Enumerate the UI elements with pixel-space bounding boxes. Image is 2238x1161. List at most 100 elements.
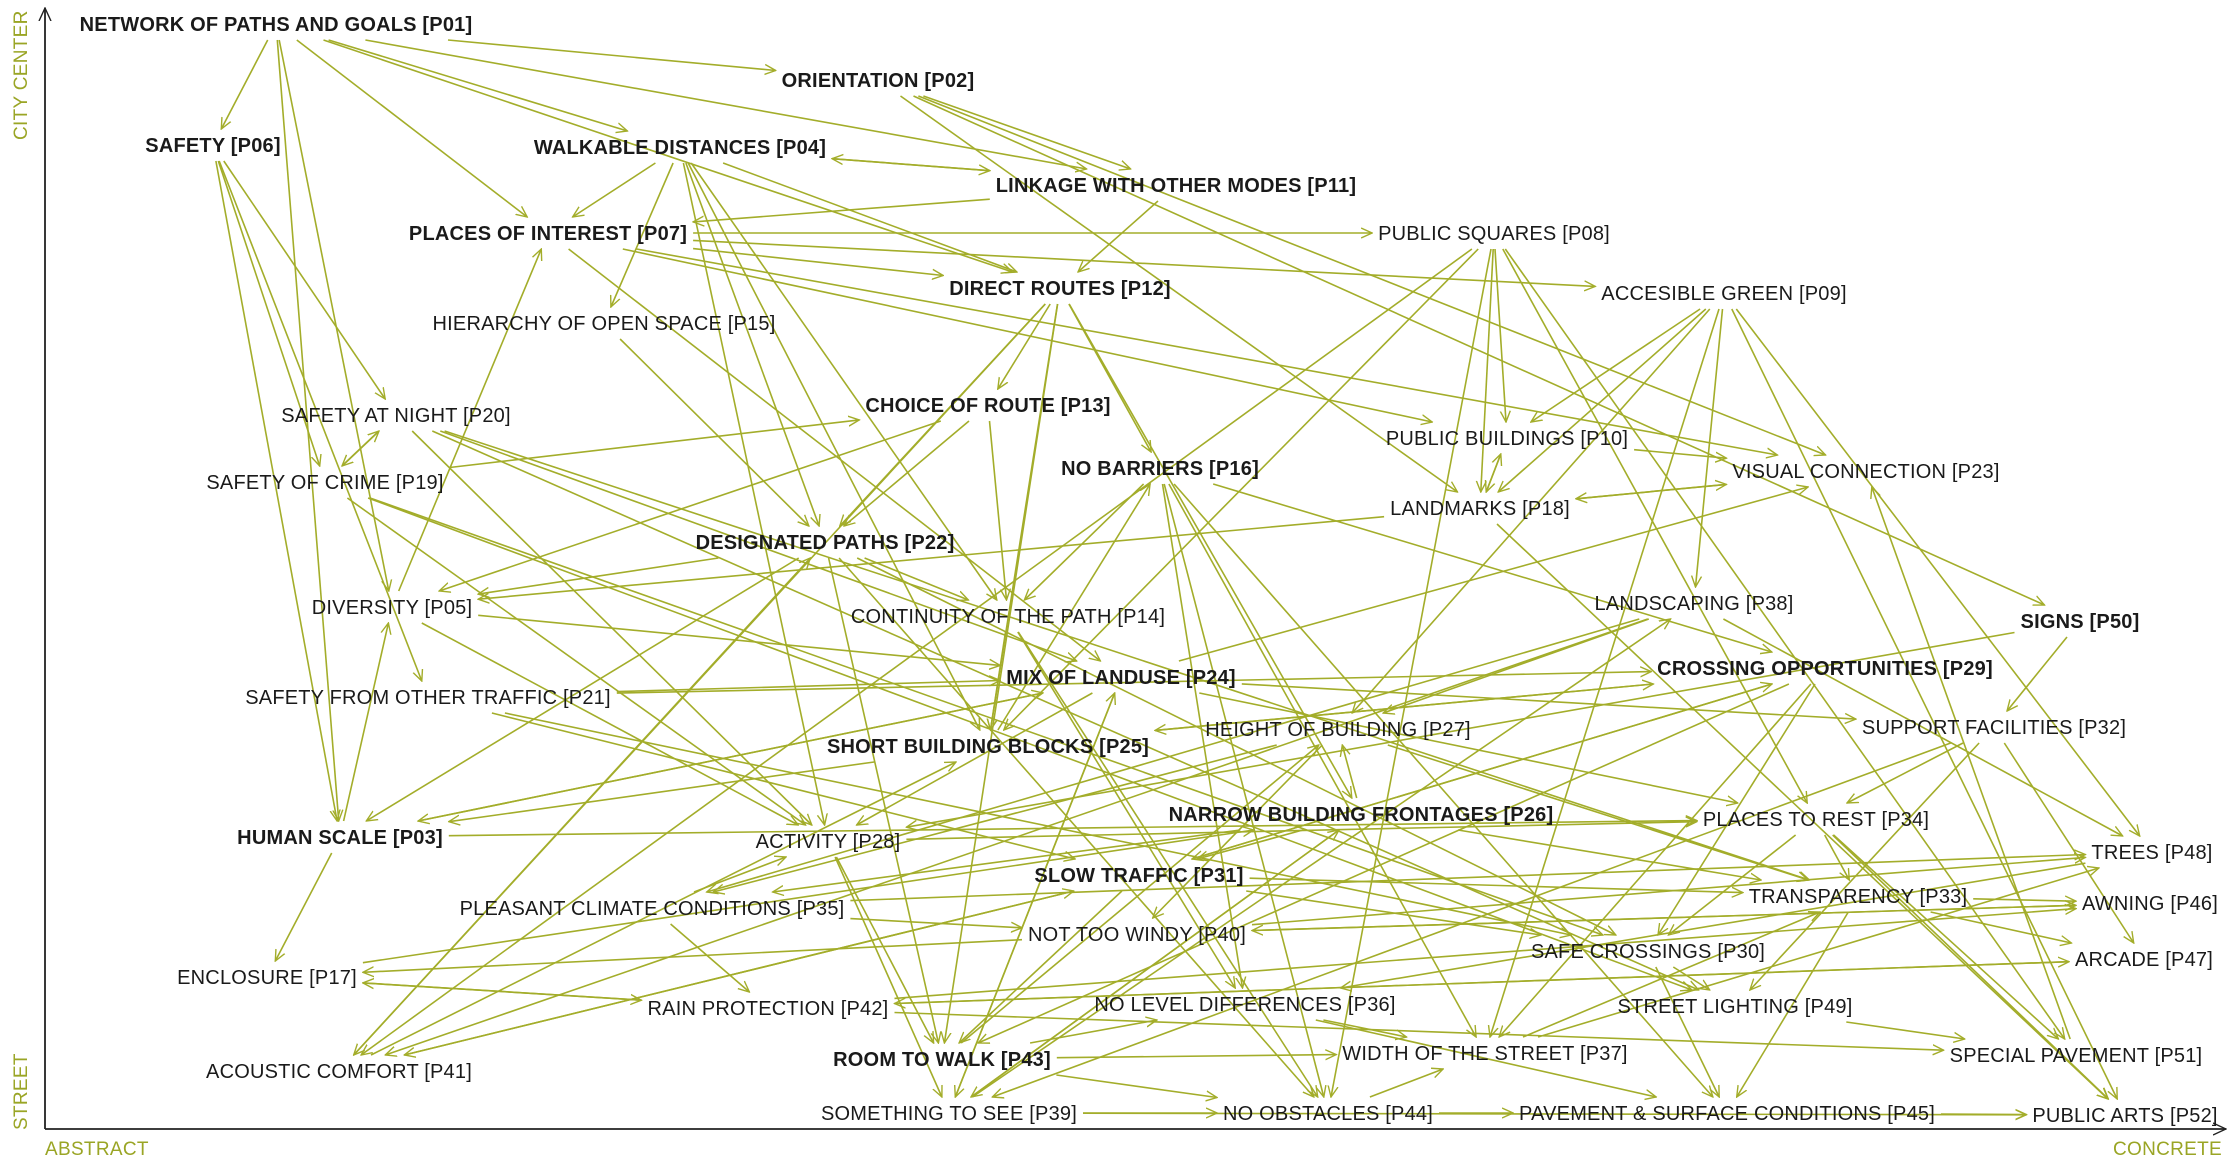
edge-p36-to-p37 xyxy=(1323,1019,1406,1037)
edge-p19-to-p13 xyxy=(449,420,860,469)
edge-p31-to-p33 xyxy=(1249,877,1743,892)
edge-p04-to-p14 xyxy=(690,162,997,600)
edge-p50-to-p28 xyxy=(906,631,2015,828)
edge-p29-to-p43 xyxy=(978,683,1790,1043)
edge-p11-to-p07 xyxy=(693,198,990,222)
node-p31: SLOW TRAFFIC [P31] xyxy=(1034,865,1243,887)
node-p21: SAFETY FROM OTHER TRAFFIC [P21] xyxy=(245,687,611,709)
edge-p50-to-p32 xyxy=(2007,636,2068,711)
edge-p32-to-p34 xyxy=(1847,742,1964,803)
node-p04: WALKABLE DISTANCES [P04] xyxy=(534,137,826,159)
edge-p34-to-p51 xyxy=(1833,834,2059,1039)
edge-p41-to-p31 xyxy=(404,891,1073,1056)
node-p19: SAFETY OF CRIME [P19] xyxy=(206,472,443,494)
edge-p41-to-p25 xyxy=(370,762,956,1056)
node-p10: PUBLIC BUILDINGS [P10] xyxy=(1386,428,1628,450)
edge-p24-to-p34 xyxy=(1199,692,1737,803)
edge-p15-to-p22 xyxy=(619,338,809,526)
edge-p08-to-p18 xyxy=(1481,248,1494,492)
edge-p12-to-p13 xyxy=(998,303,1051,389)
x-axis-right-label: CONCRETE xyxy=(2113,1139,2222,1160)
edge-p24-to-p23 xyxy=(1178,487,1808,662)
edge-p09-to-p18 xyxy=(1498,308,1707,492)
edge-p04-to-p28 xyxy=(682,162,824,825)
edge-p43-to-p27 xyxy=(960,745,1319,1044)
node-p09: ACCESIBLE GREEN [P09] xyxy=(1601,283,1846,305)
y-axis-bottom-label: STREET xyxy=(11,1053,32,1130)
node-p38: LANDSCAPING [P38] xyxy=(1594,593,1793,615)
node-p24: MIX OF LANDUSE [P24] xyxy=(1006,667,1236,689)
edge-p24-to-p28 xyxy=(857,692,1093,825)
edge-p05-to-p07 xyxy=(397,249,542,592)
edge-p07-to-p10 xyxy=(622,248,1432,422)
edge-p19-to-p28 xyxy=(346,497,805,825)
x-axis-left-label: ABSTRACT xyxy=(45,1139,149,1160)
edge-p19-to-p20 xyxy=(341,431,379,467)
node-p39: SOMETHING TO SEE [P39] xyxy=(821,1103,1077,1125)
edge-p48-to-p36 xyxy=(1341,862,2086,988)
edge-p07-to-p24 xyxy=(568,248,1101,661)
edge-p16-to-p14 xyxy=(1024,483,1145,600)
edge-p16-to-p37 xyxy=(1168,483,1476,1037)
edge-p23-to-p18 xyxy=(1576,483,1727,498)
edge-p32-to-p47 xyxy=(2003,742,2133,943)
edge-p36-to-p45 xyxy=(1315,1019,1656,1097)
node-p26: NARROW BUILDING FRONTAGES [P26] xyxy=(1169,804,1554,826)
node-p32: SUPPORT FACILITIES [P32] xyxy=(1862,717,2126,739)
node-p18: LANDMARKS [P18] xyxy=(1390,498,1570,520)
node-p40: NOT TOO WINDY [P40] xyxy=(1028,924,1246,946)
node-p27: HEIGHT OF BUILDING [P27] xyxy=(1205,719,1471,741)
node-p03: HUMAN SCALE [P03] xyxy=(237,827,443,849)
edge-p03-to-p24 xyxy=(417,693,1043,822)
edge-p01-to-p02 xyxy=(447,39,776,71)
edge-p06-to-p03 xyxy=(215,160,337,821)
node-p51: SPECIAL PAVEMENT [P51] xyxy=(1950,1045,2203,1067)
edge-p39-to-p26 xyxy=(970,830,1339,1098)
node-p20: SAFETY AT NIGHT [P20] xyxy=(281,405,510,427)
node-p11: LINKAGE WITH OTHER MODES [P11] xyxy=(996,175,1356,197)
node-p22: DESIGNATED PATHS [P22] xyxy=(696,532,955,554)
edge-p08-to-p41 xyxy=(361,248,1473,1055)
edge-p22-to-p14 xyxy=(864,557,969,600)
node-p34: PLACES TO REST [P34] xyxy=(1703,809,1929,831)
node-p29: CROSSING OPPORTUNITIES [P29] xyxy=(1657,658,1993,680)
edge-p28-to-p39 xyxy=(834,856,942,1097)
node-p16: NO BARRIERS [P16] xyxy=(1061,458,1259,480)
edge-p14-to-p36 xyxy=(1017,631,1235,988)
edge-p33-to-p46 xyxy=(1973,899,2076,901)
edge-p08-to-p10 xyxy=(1494,248,1506,422)
edge-p28-to-p43 xyxy=(835,856,933,1043)
edge-p30-to-p45 xyxy=(1655,966,1719,1097)
edge-p25-to-p29 xyxy=(1154,684,1653,732)
node-p14: CONTINUITY OF THE PATH [P14] xyxy=(851,606,1165,628)
nodes-layer: NETWORK OF PATHS AND GOALS [P01] ORIENTAT… xyxy=(80,14,2218,1127)
node-p36: NO LEVEL DIFFERENCES [P36] xyxy=(1094,994,1395,1016)
node-p25: SHORT BUILDING BLOCKS [P25] xyxy=(827,736,1149,758)
node-p05: DIVERSITY [P05] xyxy=(312,597,472,619)
node-p42: RAIN PROTECTION [P42] xyxy=(648,998,889,1020)
edge-p38-to-p27 xyxy=(1383,618,1650,713)
edge-p33-to-p47 xyxy=(1930,911,2072,943)
node-p43: ROOM TO WALK [P43] xyxy=(833,1049,1051,1071)
edge-p19-to-p30 xyxy=(369,497,1603,935)
edge-p32-to-p39 xyxy=(992,742,1951,1097)
edge-p13-to-p14 xyxy=(988,420,1007,600)
edge-p09-to-p27 xyxy=(1352,308,1711,713)
node-p44: NO OBSTACLES [P44] xyxy=(1223,1103,1433,1125)
edge-p08-to-p44 xyxy=(1331,248,1492,1097)
edge-p01-to-p06 xyxy=(221,39,269,129)
edge-p18-to-p10 xyxy=(1485,454,1501,493)
y-axis-top-label: CITY CENTER xyxy=(11,10,32,140)
node-p01: NETWORK OF PATHS AND GOALS [P01] xyxy=(80,14,473,36)
node-p45: PAVEMENT & SURFACE CONDITIONS [P45] xyxy=(1519,1103,1935,1125)
edge-p34-to-p30 xyxy=(1668,834,1797,935)
edge-p49-to-p51 xyxy=(1846,1021,1964,1039)
edge-p04-to-p07 xyxy=(573,162,656,217)
node-p41: ACOUSTIC COMFORT [P41] xyxy=(206,1061,472,1083)
node-p08: PUBLIC SQUARES [P08] xyxy=(1378,223,1610,245)
node-p02: ORIENTATION [P02] xyxy=(782,70,975,92)
edge-p04-to-p22 xyxy=(685,162,819,526)
edge-p20-to-p24 xyxy=(440,430,1076,661)
edge-p09-to-p52 xyxy=(1731,308,2117,1099)
